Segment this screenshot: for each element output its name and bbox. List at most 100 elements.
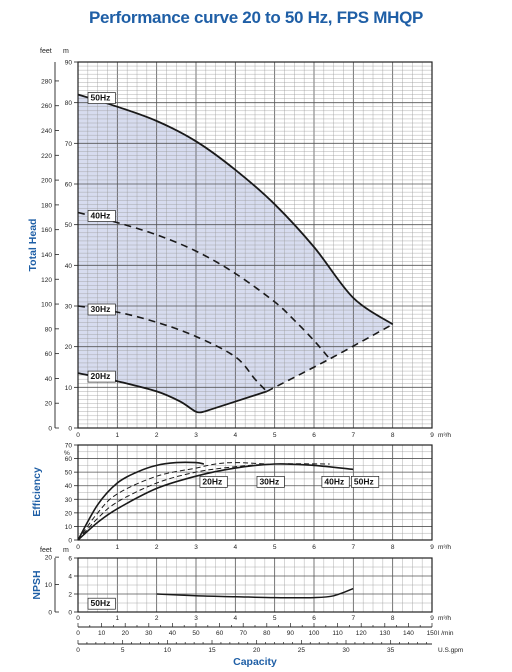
x-unit: m³/h (438, 544, 451, 551)
tick-label-x: 9 (430, 432, 434, 439)
eff-label-50Hz: 50Hz (354, 476, 374, 486)
curve-30Hz (77, 305, 268, 392)
tick-label-x: 8 (391, 544, 395, 551)
tick-label-lmin: 0 (76, 630, 80, 637)
tick-label-x: 3 (194, 615, 198, 622)
tick-label-ft: 0 (48, 610, 52, 617)
tick-label-m: 10 (65, 385, 73, 392)
tick-label-x: 1 (116, 544, 120, 551)
eff-label-30Hz: 30Hz (259, 476, 279, 486)
plot-frame (77, 444, 433, 541)
tick-label-x: 4 (234, 615, 238, 622)
tick-label-lmin: 90 (287, 630, 295, 637)
tick-label-x: 5 (273, 432, 277, 439)
tick-label-ft: 160 (41, 227, 52, 234)
npsh-label-50Hz-box (87, 597, 116, 610)
eff-label-30Hz-box (256, 476, 285, 488)
tick-label-eff: 20 (65, 510, 73, 517)
tick-label-x: 0 (76, 432, 80, 439)
eff-curve-50Hz (77, 463, 354, 541)
tick-label-lmin: 20 (122, 630, 130, 637)
tick-label-x: 6 (312, 432, 316, 439)
tick-label-ft: 260 (41, 103, 52, 110)
tick-label-usgpm: 30 (342, 647, 350, 654)
tick-label-ft: 40 (45, 376, 53, 383)
curve-label-40Hz-box (87, 210, 116, 222)
head-panel: 50Hz40Hz30Hz20Hz010203040506070809002040… (27, 48, 451, 439)
tick-label-x: 9 (430, 615, 434, 622)
tick-label-usgpm: 5 (121, 647, 125, 654)
lmin-unit: l /min (438, 630, 454, 637)
eff-label-40Hz-box (321, 476, 350, 488)
tick-label-x: 5 (273, 544, 277, 551)
curve-min-flow (203, 390, 268, 413)
plot-frame (77, 61, 433, 429)
curve-label-50Hz: 50Hz (91, 93, 111, 103)
unit-feet: feet (40, 547, 52, 554)
tick-label-x: 6 (312, 615, 316, 622)
tick-label-lmin: 120 (356, 630, 367, 637)
tick-label-usgpm: 25 (298, 647, 306, 654)
tick-label-ft: 180 (41, 202, 52, 209)
tick-label-x: 1 (116, 432, 120, 439)
tick-label-x: 9 (430, 544, 434, 551)
tick-label-ft: 240 (41, 128, 52, 135)
tick-label-ft: 100 (41, 302, 52, 309)
tick-label-x: 1 (116, 615, 120, 622)
tick-label-lmin: 40 (169, 630, 177, 637)
curve-50Hz (77, 93, 394, 326)
unit-m: m (63, 547, 69, 554)
usgpm-unit: U.S.gpm (438, 647, 463, 654)
curve-label-30Hz: 30Hz (91, 304, 111, 314)
y-axis-label: Total Head (27, 219, 39, 272)
tick-label-lmin: 130 (379, 630, 390, 637)
tick-label-x: 7 (352, 432, 356, 439)
eff-label-20Hz-box (199, 476, 228, 488)
tick-label-x: 8 (391, 432, 395, 439)
tick-label-m: 0 (68, 426, 72, 433)
tick-label-m: 70 (65, 141, 73, 148)
tick-label-ft: 220 (41, 153, 52, 160)
tick-label-ft: 20 (45, 555, 53, 562)
tick-label-eff: 70 (65, 443, 73, 450)
unit-percent: % (64, 450, 70, 457)
tick-label-eff: 40 (65, 483, 73, 490)
tick-label-ft: 20 (45, 401, 53, 408)
y-axis-label: Efficiency (31, 467, 43, 517)
tick-label-ft: 200 (41, 178, 52, 185)
y-axis-label: NPSH (31, 570, 43, 599)
tick-label-x: 5 (273, 615, 277, 622)
tick-label-ft: 0 (48, 426, 52, 433)
tick-label-x: 4 (234, 544, 238, 551)
tick-label-x: 8 (391, 615, 395, 622)
tick-label-lmin: 30 (145, 630, 153, 637)
tick-label-x: 7 (352, 615, 356, 622)
tick-label-usgpm: 0 (76, 647, 80, 654)
tick-label-x: 0 (76, 544, 80, 551)
capacity-axes: 0 10 20 30 40 50 60 70 80 90 100 110 120 130 140 150 l /… (76, 623, 463, 668)
chart-title: Performance curve 20 to 50 Hz, FPS MHQP (88, 8, 424, 27)
x-unit: m³/h (438, 432, 451, 439)
tick-label-lmin: 100 (309, 630, 320, 637)
plot-frame (77, 557, 433, 613)
tick-label-eff: 0 (68, 538, 72, 545)
tick-label-m: 60 (65, 182, 73, 189)
eff-curve-40Hz (77, 463, 330, 541)
tick-label-usgpm: 10 (164, 647, 172, 654)
tick-label-npsh: 2 (68, 592, 72, 599)
tick-label-x: 7 (352, 544, 356, 551)
tick-label-lmin: 140 (403, 630, 414, 637)
tick-label-x: 2 (155, 615, 159, 622)
tick-label-ft: 10 (45, 582, 53, 589)
tick-label-ft: 280 (41, 78, 52, 85)
tick-label-m: 50 (65, 222, 73, 229)
curve-label-40Hz: 40Hz (91, 210, 111, 220)
tick-label-x: 2 (155, 432, 159, 439)
unit-feet: feet (40, 48, 52, 55)
tick-label-m: 80 (65, 100, 73, 107)
tick-label-usgpm: 35 (387, 647, 395, 654)
tick-label-eff: 10 (65, 524, 73, 531)
curve-label-20Hz-box (87, 370, 116, 383)
